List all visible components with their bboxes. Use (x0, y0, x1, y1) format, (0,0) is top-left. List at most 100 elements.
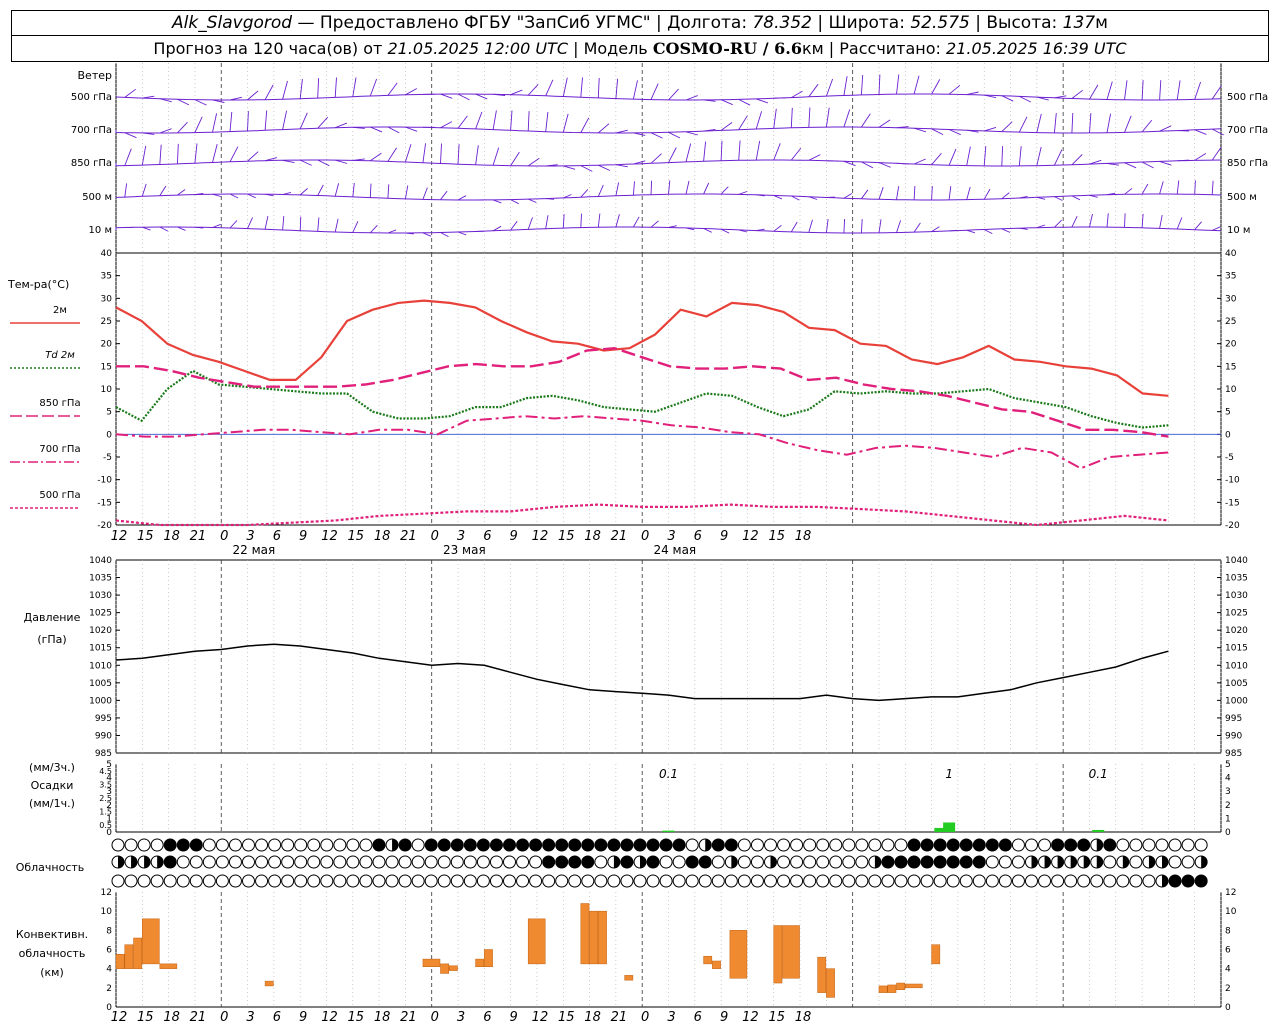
wind-barb (1071, 195, 1081, 201)
temp-tick-label: -10 (1225, 476, 1240, 486)
wind-level-label: 10 м (1227, 225, 1250, 236)
wind-barb (562, 77, 568, 97)
precip-tick-label: 3 (106, 787, 112, 797)
wind-barb (212, 193, 221, 197)
cloud-cover-icon (529, 855, 543, 869)
wind-barb (1194, 153, 1207, 161)
cloud-cover-icon (620, 874, 634, 888)
cloud-cover-icon (307, 838, 321, 852)
cloud-cover-icon (1142, 838, 1156, 852)
pressure-tick-label: 990 (1225, 731, 1242, 741)
cloud-cover-icon (555, 838, 569, 852)
wind-barb (1036, 224, 1046, 229)
hour-tick-label: 21 (611, 529, 628, 544)
wind-barb (492, 199, 502, 204)
cloud-cover-icon (829, 874, 843, 888)
wind-barb (264, 216, 269, 230)
hour-tick-label: 15 (558, 1010, 575, 1024)
cloud-cover-icon (711, 855, 725, 869)
wind-barb (1194, 129, 1207, 135)
cloud-cover-icon (476, 874, 490, 888)
wind-barb (878, 162, 891, 168)
cloud-cover-icon (202, 855, 216, 869)
conv-cloud-bar (115, 954, 125, 969)
cloud-cover-icon (842, 838, 856, 852)
wind-level-label: 700 гПа (1227, 125, 1268, 136)
temp-series-2 (116, 346, 1169, 438)
conv-tick-label: 8 (1225, 926, 1231, 936)
cloud-cover-icon (242, 874, 255, 888)
wind-barb (861, 161, 874, 169)
wind-barb (1018, 116, 1028, 133)
computed-label: | Рассчитано: (823, 39, 947, 58)
wind-barb (597, 77, 600, 98)
cloud-cover-icon (985, 855, 999, 869)
wind-barb (352, 221, 359, 233)
cloud-cover-icon (398, 855, 412, 869)
hour-tick-label: 12 (321, 1010, 338, 1024)
cloud-cover-icon (346, 838, 360, 852)
temp-tick-label: -5 (1225, 453, 1234, 463)
cloud-cover-icon (1025, 838, 1038, 852)
cloud-cover-icon (829, 855, 843, 869)
wind-level-line (115, 126, 1222, 134)
wind-barb (632, 80, 638, 100)
wind-barb (142, 132, 155, 135)
pressure-tick-label: 1015 (1225, 644, 1248, 654)
conv-cloud-bar (598, 910, 607, 965)
cloud-half-icon (1096, 839, 1103, 851)
wind-barb (1036, 96, 1049, 101)
wind-barb (159, 185, 167, 196)
cloud-cover-icon (1077, 874, 1091, 888)
cloud-cover-icon (437, 838, 451, 852)
wind-barb (317, 184, 324, 196)
wind-barb (545, 215, 549, 229)
wind-barb (1089, 213, 1093, 228)
cloud-cover-icon (346, 874, 360, 888)
pressure-tick-label: 1010 (89, 661, 112, 671)
temp-tick-label: -15 (1225, 498, 1240, 508)
wind-barb (931, 128, 944, 136)
wind-barb (334, 183, 340, 197)
cloud-cover-icon (855, 838, 869, 852)
temp-tick-label: -20 (1225, 521, 1240, 531)
cloud-cover-icon (150, 874, 164, 888)
hour-tick-label: 12 (532, 1010, 549, 1024)
run-time: 21.05.2025 12:00 UTC (387, 39, 568, 58)
wind-barb (457, 115, 468, 129)
wind-barb (387, 229, 397, 234)
wind-barb (563, 165, 576, 170)
cloud-cover-icon (268, 874, 282, 888)
wind-barb (896, 126, 909, 129)
cloud-cover-icon (294, 874, 308, 888)
wind-barb (720, 186, 729, 195)
precip-tick-label: 2 (1225, 801, 1231, 811)
cloud-half-icon (118, 856, 124, 868)
cloud-half-icon (1044, 856, 1051, 868)
cloud-cover-icon (255, 855, 269, 869)
wind-barb (668, 147, 677, 163)
cloud-cover-icon (333, 855, 347, 869)
computed-time: 21.05.2025 16:39 UTC (946, 39, 1127, 58)
cloud-cover-icon (959, 855, 973, 869)
hour-tick-label: 0 (220, 529, 228, 544)
temp-tick-label: 20 (1225, 340, 1237, 350)
temp-tick-label: 40 (1225, 249, 1237, 259)
latitude-label: | Широта: (811, 13, 911, 33)
wind-barb (1106, 192, 1116, 196)
cloud-title: Облачность (16, 861, 85, 874)
hour-tick-label: 18 (374, 529, 391, 544)
wind-barb (282, 80, 288, 100)
hour-tick-label: 6 (483, 529, 491, 544)
wind-barb (878, 74, 881, 95)
cloud-cover-icon (450, 874, 464, 888)
cloud-cover-icon (881, 874, 895, 888)
cloud-cover-icon (581, 838, 595, 852)
cloud-cover-icon (842, 855, 856, 869)
cloud-cover-icon (1011, 874, 1025, 888)
wind-barb (422, 143, 427, 163)
wind-barb (141, 145, 147, 166)
wind-barb (282, 159, 295, 164)
wind-barb (597, 213, 601, 228)
wind-barb (299, 112, 308, 130)
